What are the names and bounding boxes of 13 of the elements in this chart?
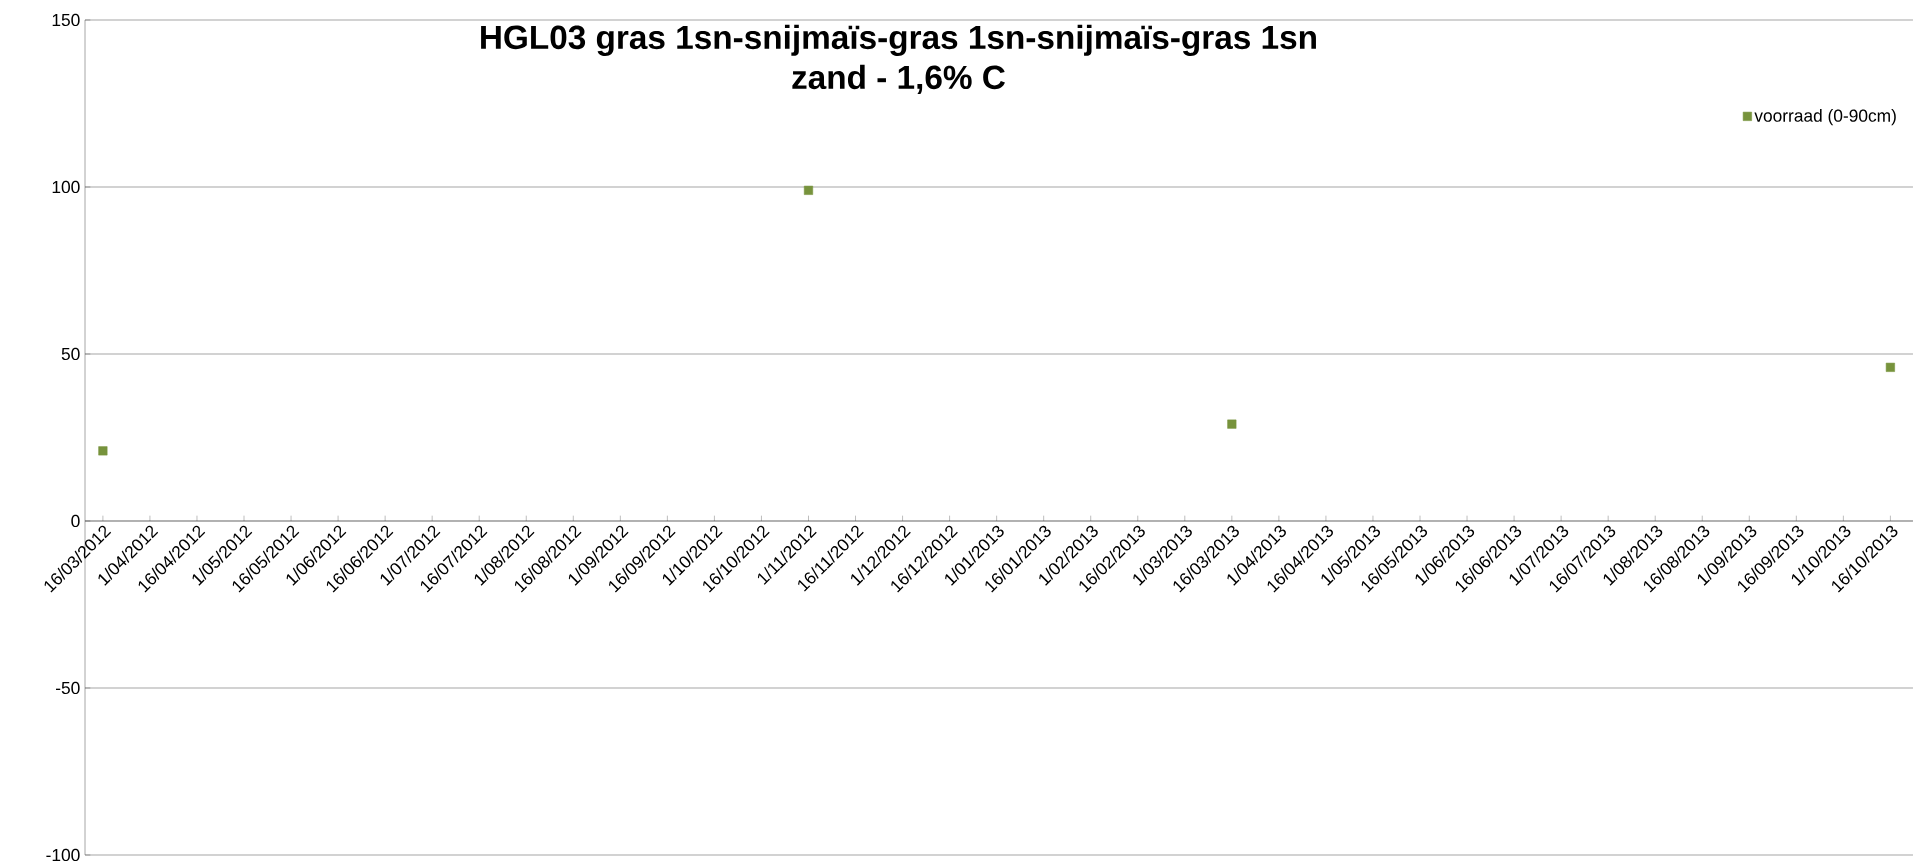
chart-title: HGL03 gras 1sn-snijmaïs-gras 1sn-snijmaïs-gras 1sn: [481, 24, 1316, 56]
y-tick-label: -100: [46, 848, 80, 862]
point: [98, 446, 108, 456]
point: [1227, 419, 1237, 429]
y-tick-label: -50: [56, 681, 80, 695]
text: zand - 1,6% C: [792, 64, 1005, 95]
legend-label: voorraad (0-90cm): [1754, 109, 1896, 126]
y-tick-label: 50: [61, 347, 80, 361]
y-tick-label: 0: [71, 514, 80, 528]
point: [803, 185, 814, 195]
point: [1885, 362, 1895, 372]
y-tick-label: 150: [52, 13, 80, 27]
y-tick-label: 100: [52, 180, 80, 194]
